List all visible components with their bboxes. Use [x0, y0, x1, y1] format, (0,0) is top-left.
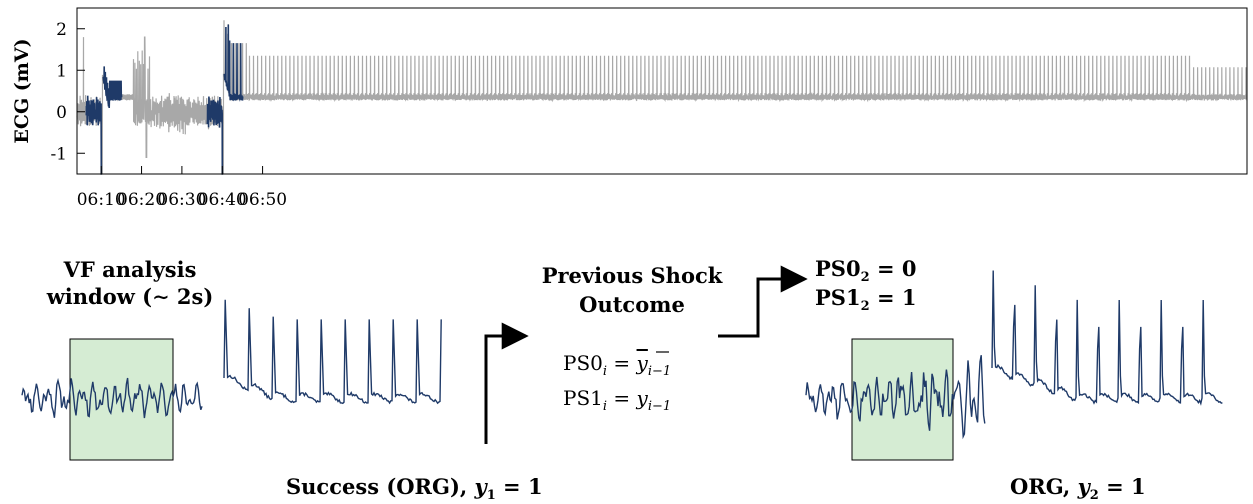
ecg-line-highlight-3: [206, 96, 224, 175]
left-vf-trace: [21, 377, 203, 419]
arrow-to-previous-shock: [484, 322, 529, 444]
left-org-line: [223, 299, 442, 405]
ecg-line-highlight-4: [223, 24, 244, 102]
ecg-line-highlight-2: [102, 66, 123, 109]
right-org-trace: [991, 270, 1223, 406]
x-tick-label: 06:10: [77, 190, 126, 210]
formula-ps1-lhs: PS1: [563, 386, 603, 410]
formula-ps0: PS0i = yi−1: [563, 351, 671, 379]
svg-text:PS0i = yi−1: PS0i = yi−1: [563, 351, 671, 379]
ps0-result: PS02 = 0: [815, 256, 916, 285]
arrow-to-result: [718, 265, 808, 338]
vf-window-label: VF analysis window (∼ 2s): [46, 257, 214, 309]
y-axis: -1 0 1 2: [50, 20, 85, 164]
outcome-label-2: ORG, y2 = 1: [1010, 474, 1146, 503]
y-tick-label: 1: [56, 61, 67, 81]
right-org-line: [991, 270, 1223, 406]
formula-ps0-rhs-sub: i−1: [648, 364, 671, 379]
ecg-line-highlight-1: [85, 95, 103, 175]
formula-ps0-lhs: PS0: [563, 351, 603, 375]
diagram: VF analysis window (∼ 2s) Previous Shock…: [21, 256, 1223, 503]
center-title-line1: Previous Shock: [542, 263, 723, 288]
ecg-line-background: [76, 20, 1248, 175]
ecg-background-trace: [76, 20, 1248, 175]
formula-ps1: PS1i = yi−1: [563, 386, 671, 414]
vf-analysis-window-2: [851, 338, 954, 461]
y-tick-label: 2: [56, 20, 67, 40]
right-vf-trace: [805, 355, 986, 440]
y-tick-label: -1: [50, 144, 67, 164]
vf-window-label-line2: window (∼ 2s): [46, 284, 214, 309]
ps1-result: PS12 = 1: [815, 285, 916, 314]
y-axis-label: ECG (mV): [11, 38, 33, 143]
ecg-highlight-traces: [85, 24, 244, 175]
vf-window-label-line1: VF analysis: [63, 257, 197, 282]
center-title-line2: Outcome: [579, 292, 685, 317]
plot-frame: [76, 7, 1248, 175]
x-tick-label: 06:20: [117, 190, 166, 210]
formula-ps0-rhs: y: [636, 351, 649, 375]
formula-ps1-rhs: y: [636, 386, 649, 410]
formula-ps1-sub: i: [603, 399, 607, 414]
formula-ps0-sub: i: [603, 364, 607, 379]
left-org-trace: [223, 299, 442, 405]
formula-ps1-rhs-sub: i−1: [648, 399, 671, 414]
outcome-label-1: Success (ORG), y1 = 1: [286, 474, 543, 503]
svg-text:PS1i = yi−1: PS1i = yi−1: [563, 386, 671, 414]
right-vf-line: [805, 355, 986, 440]
y-tick-label: 0: [56, 103, 67, 123]
left-vf-line: [21, 377, 203, 419]
x-tick-label: 06:40: [198, 190, 247, 210]
x-tick-label: 06:50: [238, 190, 287, 210]
x-tick-label: 06:30: [157, 190, 206, 210]
